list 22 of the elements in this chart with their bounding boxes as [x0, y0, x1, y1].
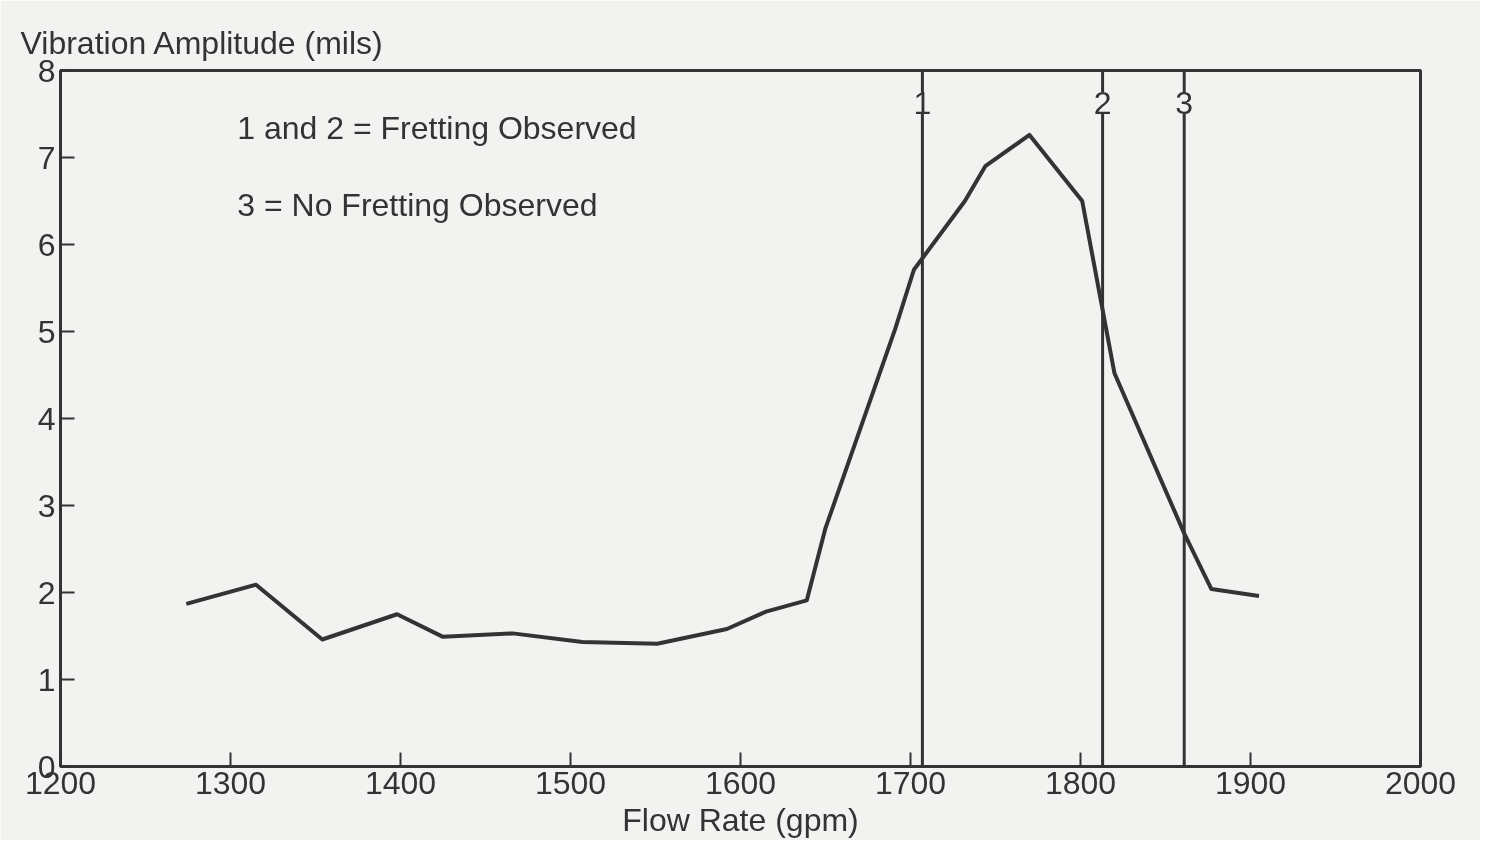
annotation: 2 [1093, 85, 1112, 121]
annotation: 1 [913, 85, 932, 121]
y-tick-label: 7 [37, 139, 56, 176]
annotation: 1 and 2 = Fretting Observed [237, 109, 637, 146]
y-tick-label: 3 [37, 487, 56, 524]
y-axis-title: Vibration Amplitude (mils) [20, 24, 383, 61]
annotation: 3 [1175, 85, 1194, 121]
x-tick-label: 1700 [874, 764, 947, 801]
x-tick-label: 1300 [194, 764, 267, 801]
x-tick-label: 1600 [704, 764, 777, 801]
y-tick-label: 6 [37, 226, 56, 263]
y-tick-label: 4 [37, 400, 56, 437]
x-tick-label: 2000 [1384, 764, 1457, 801]
x-tick-label: 1400 [364, 764, 437, 801]
y-tick-label: 5 [37, 313, 56, 350]
x-tick-label: 1800 [1044, 764, 1117, 801]
x-tick-label: 1900 [1214, 764, 1287, 801]
annotation: 3 = No Fretting Observed [237, 186, 598, 223]
x-axis-title: Flow Rate (gpm) [622, 801, 859, 838]
y-tick-label: 1 [37, 661, 56, 698]
y-tick-label: 2 [37, 574, 56, 611]
x-tick-label: 1500 [534, 764, 607, 801]
